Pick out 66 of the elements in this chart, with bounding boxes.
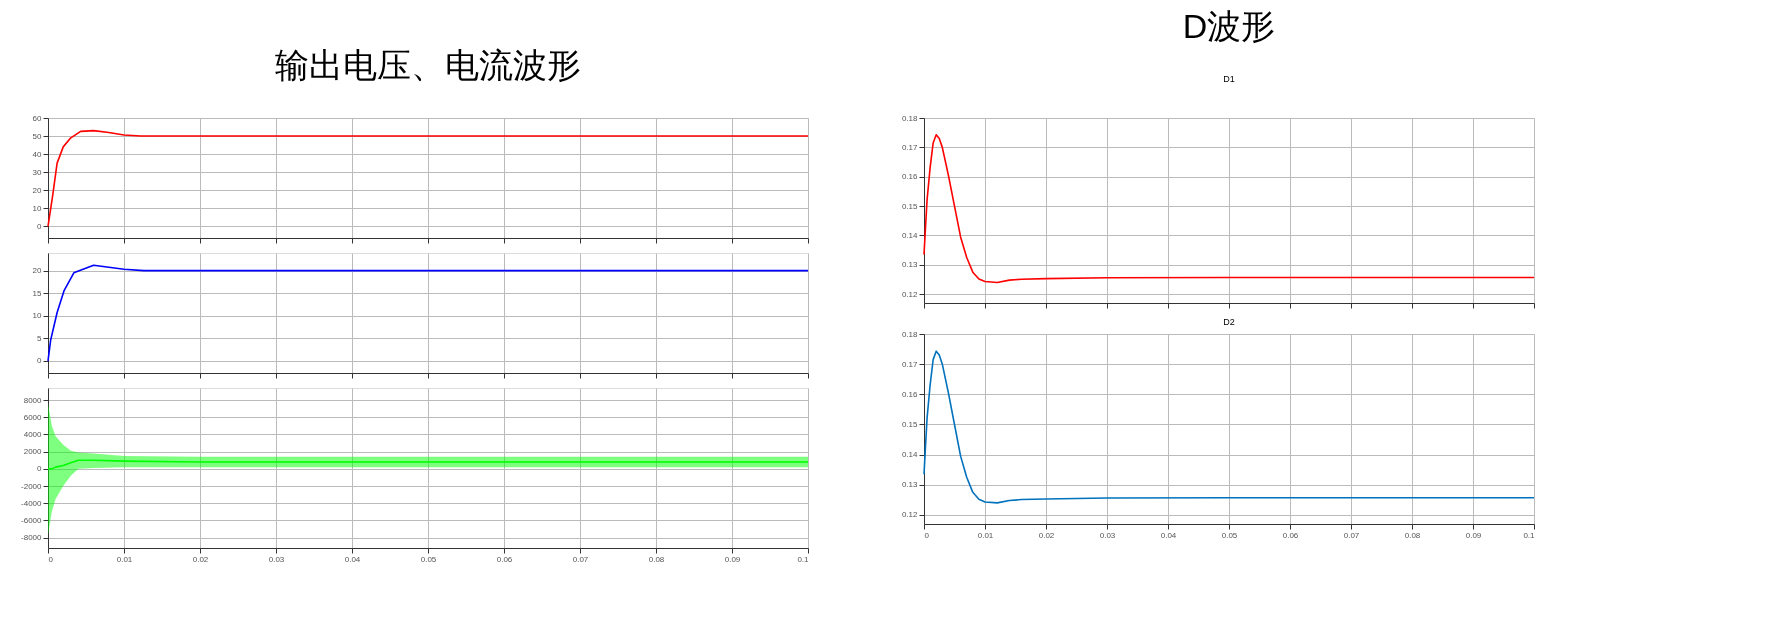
y-tick-label: 0.18 bbox=[901, 113, 919, 123]
y-tick-label: 0.13 bbox=[901, 260, 919, 270]
y-tick-label: 0 bbox=[37, 356, 43, 366]
y-tick-label: 8000 bbox=[23, 395, 43, 405]
x-tick-label: 0 bbox=[48, 554, 54, 564]
line-series bbox=[47, 264, 809, 362]
y-tick-label: 6000 bbox=[23, 412, 43, 422]
y-tick-label: 60 bbox=[32, 113, 43, 123]
y-tick-label: 0.12 bbox=[901, 510, 919, 520]
x-tick-label: 0.1 bbox=[1523, 530, 1536, 540]
y-tick-label: 0.12 bbox=[901, 289, 919, 299]
y-tick-label: -4000 bbox=[21, 498, 43, 508]
x-tick-label: 0.05 bbox=[1221, 530, 1238, 540]
y-tick-label: 15 bbox=[32, 288, 43, 298]
y-tick-label: 0.16 bbox=[901, 389, 919, 399]
y-tick-label: 5 bbox=[37, 333, 43, 343]
y-tick-label: 0.15 bbox=[901, 201, 919, 211]
x-tick-label: 0.02 bbox=[1038, 530, 1055, 540]
y-tick-label: 20 bbox=[32, 185, 43, 195]
x-tick-label: 0.03 bbox=[1099, 530, 1116, 540]
y-tick-label: 0.18 bbox=[901, 329, 919, 339]
line-series bbox=[47, 129, 809, 228]
x-tick-label: 0.1 bbox=[797, 554, 810, 564]
chart-title: D2 bbox=[1223, 317, 1235, 327]
x-tick-label: 0.08 bbox=[648, 554, 665, 564]
y-tick-label: -2000 bbox=[21, 481, 43, 491]
y-tick-label: 50 bbox=[32, 131, 43, 141]
y-tick-label: -8000 bbox=[21, 533, 43, 543]
y-tick-label: 2000 bbox=[23, 447, 43, 457]
x-tick-label: 0.06 bbox=[1282, 530, 1299, 540]
line-series bbox=[923, 350, 1535, 504]
x-tick-label: 0.04 bbox=[1160, 530, 1177, 540]
y-tick-label: 0.13 bbox=[901, 480, 919, 490]
x-tick-label: 0.03 bbox=[268, 554, 285, 564]
chart-subtitle: D1 bbox=[1223, 74, 1235, 84]
y-tick-label: 30 bbox=[32, 167, 43, 177]
x-tick-label: 0.06 bbox=[496, 554, 513, 564]
y-tick-label: 40 bbox=[32, 149, 43, 159]
x-tick-label: 0.09 bbox=[724, 554, 741, 564]
y-tick-label: 0 bbox=[37, 221, 43, 231]
x-tick-label: 0.02 bbox=[192, 554, 209, 564]
y-tick-label: 0.17 bbox=[901, 142, 919, 152]
x-tick-label: 0.01 bbox=[977, 530, 994, 540]
y-tick-label: 10 bbox=[32, 203, 43, 213]
y-tick-label: 0 bbox=[37, 464, 43, 474]
x-tick-label: 0.07 bbox=[572, 554, 589, 564]
y-tick-label: -6000 bbox=[21, 515, 43, 525]
y-tick-label: 10 bbox=[32, 311, 43, 321]
y-tick-label: 0.16 bbox=[901, 172, 919, 182]
x-tick-label: 0.05 bbox=[420, 554, 437, 564]
chart-title: D波形 bbox=[1182, 7, 1276, 45]
y-tick-label: 0.14 bbox=[901, 450, 919, 460]
line-series bbox=[47, 459, 809, 470]
x-tick-label: 0.01 bbox=[116, 554, 133, 564]
y-tick-label: 20 bbox=[32, 266, 43, 276]
y-tick-label: 0.14 bbox=[901, 230, 919, 240]
x-tick-label: 0 bbox=[924, 530, 930, 540]
chart-title: 输出电压、电流波形 bbox=[275, 46, 581, 84]
x-tick-label: 0.07 bbox=[1343, 530, 1360, 540]
y-tick-label: 0.15 bbox=[901, 419, 919, 429]
x-tick-label: 0.08 bbox=[1404, 530, 1421, 540]
y-tick-label: 4000 bbox=[23, 429, 43, 439]
y-tick-label: 0.17 bbox=[901, 359, 919, 369]
x-tick-label: 0.09 bbox=[1465, 530, 1482, 540]
x-tick-label: 0.04 bbox=[344, 554, 361, 564]
line-series bbox=[923, 133, 1535, 284]
